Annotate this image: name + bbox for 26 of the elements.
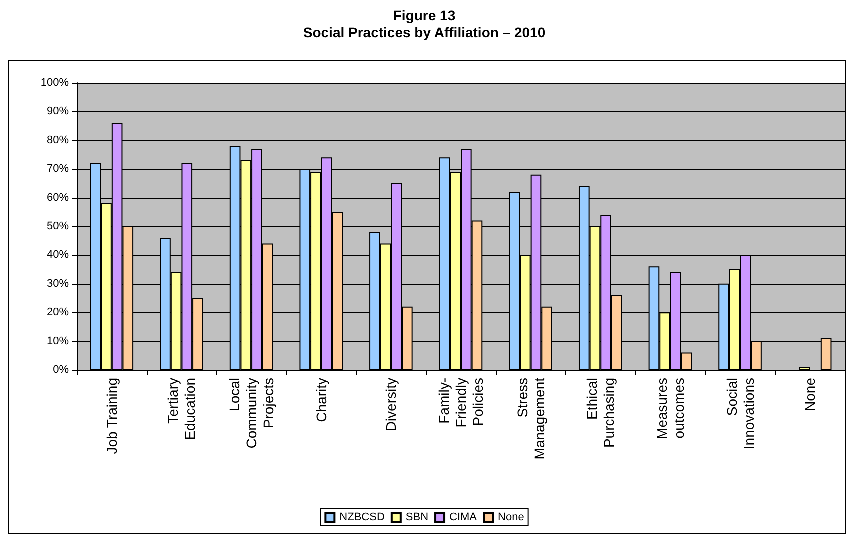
chart-title: Figure 13 Social Practices by Affiliation – 2010 <box>303 8 546 40</box>
x-tick-label: Tertiary Education <box>165 378 198 440</box>
x-tick-label: Ethical Purchasing <box>584 378 618 448</box>
y-tick-label: 50% <box>46 220 70 232</box>
y-tick-label: 40% <box>46 249 70 262</box>
x-tick-label: Measures outcomes <box>654 378 687 440</box>
legend-label: NZBCSD <box>340 512 385 524</box>
x-tick-label: Local Community Projects <box>226 378 277 449</box>
y-tick-label: 100% <box>40 77 70 89</box>
y-tick-label: 20% <box>46 306 70 319</box>
x-tick-label: Job Training <box>104 378 120 454</box>
y-tick-label: 30% <box>46 278 70 290</box>
y-tick-label: 60% <box>46 192 70 204</box>
x-tick-label: Diversity <box>383 378 400 432</box>
legend-label: CIMA <box>450 512 478 524</box>
x-tick-label: Stress Management <box>514 378 548 460</box>
legend-label: SBN <box>406 512 429 524</box>
x-tick-label: None <box>802 378 818 412</box>
y-tick-label: 80% <box>46 134 70 146</box>
legend-label: None <box>498 512 524 524</box>
y-tick-label: 10% <box>46 335 70 348</box>
x-tick-label: Charity <box>313 378 330 422</box>
y-tick-label: 0% <box>53 364 70 376</box>
y-tick-label: 70% <box>46 163 70 176</box>
y-tick-label: 90% <box>46 106 70 118</box>
x-tick-label: Family- Friendly Policies <box>436 378 486 428</box>
